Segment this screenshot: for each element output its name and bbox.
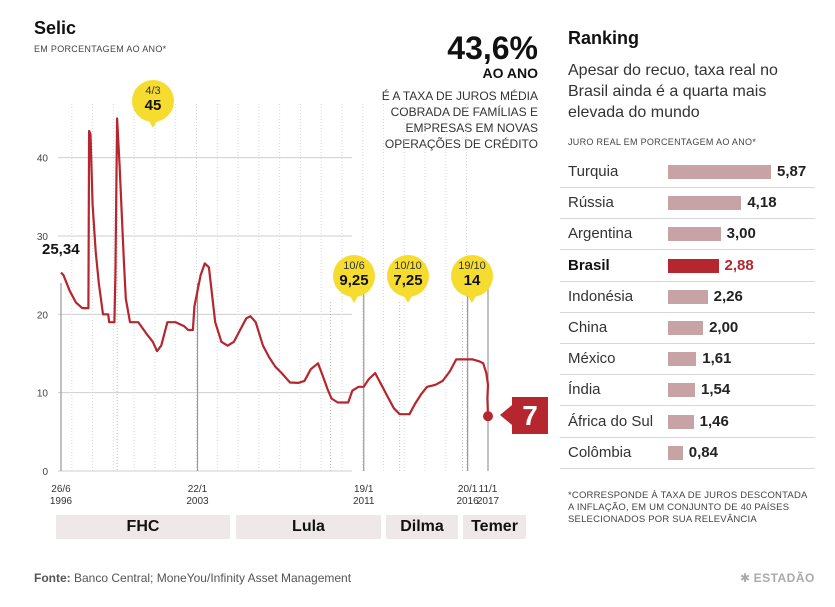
x-tick-label: 11/1 <box>479 484 498 495</box>
ranking-country: África do Sul <box>568 412 654 430</box>
ranking-bar <box>668 258 719 273</box>
ranking-value: 1,46 <box>699 412 729 430</box>
ranking-country: Colômbia <box>568 443 632 461</box>
ranking-bar <box>668 321 704 335</box>
ranking-bar <box>668 165 771 179</box>
ranking-value: 2,88 <box>724 256 754 274</box>
ranking-value: 5,87 <box>777 163 807 180</box>
ranking-row: Colômbia 0,84 <box>560 438 815 469</box>
chart-title: Selic <box>34 18 77 38</box>
ranking-bar <box>668 196 742 211</box>
ranking-row: Indonésia 2,26 <box>560 282 815 313</box>
highlight-unit: AO ANO <box>482 65 538 81</box>
ranking-country: Argentina <box>568 225 633 243</box>
highlight-value: 43,6% <box>447 30 538 66</box>
ranking-value: 3,00 <box>726 225 756 243</box>
x-tick-label: 2011 <box>353 496 375 507</box>
chart-subtitle: EM PORCENTAGEM AO ANO* <box>34 44 167 54</box>
ranking-title: Ranking <box>568 28 640 48</box>
ranking-country: China <box>568 319 608 336</box>
callout-date: 10/6 <box>343 260 365 272</box>
ranking-country: Turquia <box>568 163 619 180</box>
ranking-bar <box>668 414 694 429</box>
x-tick-label: 26/6 <box>51 484 71 495</box>
x-tick-label: 1996 <box>50 496 73 507</box>
highlight-description: É A TAXA DE JUROS MÉDIA COBRADA DE FAMÍL… <box>381 89 538 151</box>
ranking-row: Argentina 3,00 <box>560 219 815 251</box>
ranking-row: Brasil 2,88 <box>560 251 815 282</box>
brand-logo: ✱ ESTADÃO <box>740 571 818 585</box>
y-tick-label: 10 <box>37 389 49 400</box>
callout-19-10: 19/10 14 <box>451 255 493 303</box>
callout-value: 7,25 <box>393 272 423 289</box>
brand-mark-icon: ✱ <box>740 571 751 585</box>
ranking-row: Índia 1,54 <box>560 375 815 407</box>
period-fhc: FHC <box>56 515 230 539</box>
ranking-value: 2,00 <box>709 319 739 336</box>
ranking-value: 0,84 <box>688 443 718 461</box>
x-tick-label: 2016 <box>457 496 480 507</box>
callout-4-3: 4/3 45 <box>132 80 174 128</box>
ranking-value: 1,54 <box>701 381 731 399</box>
current-selic-badge: 7 <box>500 397 548 434</box>
ranking-row: México 1,61 <box>560 344 815 376</box>
x-tick-label: 20/1 <box>458 484 478 495</box>
ranking-value: 4,18 <box>747 194 777 212</box>
callout-value: 14 <box>463 272 481 289</box>
y-tick-label: 30 <box>37 232 49 243</box>
ranking-row: Rússia 4,18 <box>560 188 815 220</box>
ranking-bar <box>668 289 708 304</box>
x-tick-label: 22/1 <box>188 484 208 495</box>
y-tick-label: 20 <box>37 310 49 321</box>
ranking-bar <box>668 227 721 242</box>
ranking-country: México <box>568 350 616 368</box>
brand-name: ESTADÃO <box>753 571 815 585</box>
ranking-value: 1,61 <box>702 350 732 368</box>
ranking-footnote: *CORRESPONDE À TAXA DE JUROS DESCONTADA … <box>568 490 808 525</box>
period-lula: Lula <box>236 515 381 539</box>
ranking-row: China 2,00 <box>560 313 815 344</box>
start-value-label: 25,34 <box>42 241 80 258</box>
ranking-country: Índia <box>568 381 601 399</box>
y-tick-label: 40 <box>37 154 49 165</box>
ranking-value: 2,26 <box>713 287 743 305</box>
callout-value: 45 <box>144 97 162 114</box>
current-point-marker <box>483 411 493 422</box>
selic-series-line <box>60 117 490 417</box>
callout-date: 4/3 <box>145 85 161 97</box>
ranking-bar <box>668 383 696 398</box>
ranking-bar <box>668 352 697 367</box>
callout-date: 19/10 <box>458 260 486 272</box>
ranking-lead: Apesar do recuo, taxa real no Brasil ain… <box>568 62 778 121</box>
ranking-bar <box>668 445 683 460</box>
callout-10-10: 10/10 7,25 <box>387 255 429 303</box>
x-tick-label: 2017 <box>477 496 500 507</box>
ranking-country: Rússia <box>568 194 614 212</box>
source-text: Banco Central; MoneYou/Infinity Asset Ma… <box>74 571 352 585</box>
callout-date: 10/10 <box>394 260 422 272</box>
source-note: Fonte: Banco Central; MoneYou/Infinity A… <box>34 571 351 585</box>
ranking-row: África do Sul 1,46 <box>560 407 815 438</box>
ranking-country: Indonésia <box>568 287 634 305</box>
source-label: Fonte: <box>34 571 71 585</box>
callout-10-6: 10/6 9,25 <box>333 255 375 303</box>
ranking-subtitle: JURO REAL EM PORCENTAGEM AO ANO* <box>568 137 757 147</box>
period-temer: Temer <box>463 515 526 539</box>
x-tick-label: 19/1 <box>354 484 374 495</box>
callout-value: 9,25 <box>339 272 369 289</box>
ranking-country: Brasil <box>568 256 610 274</box>
period-dilma: Dilma <box>386 515 458 539</box>
x-tick-label: 2003 <box>186 496 209 507</box>
ranking-row: Turquia 5,87 <box>560 157 815 188</box>
y-tick-label: 0 <box>42 467 48 478</box>
